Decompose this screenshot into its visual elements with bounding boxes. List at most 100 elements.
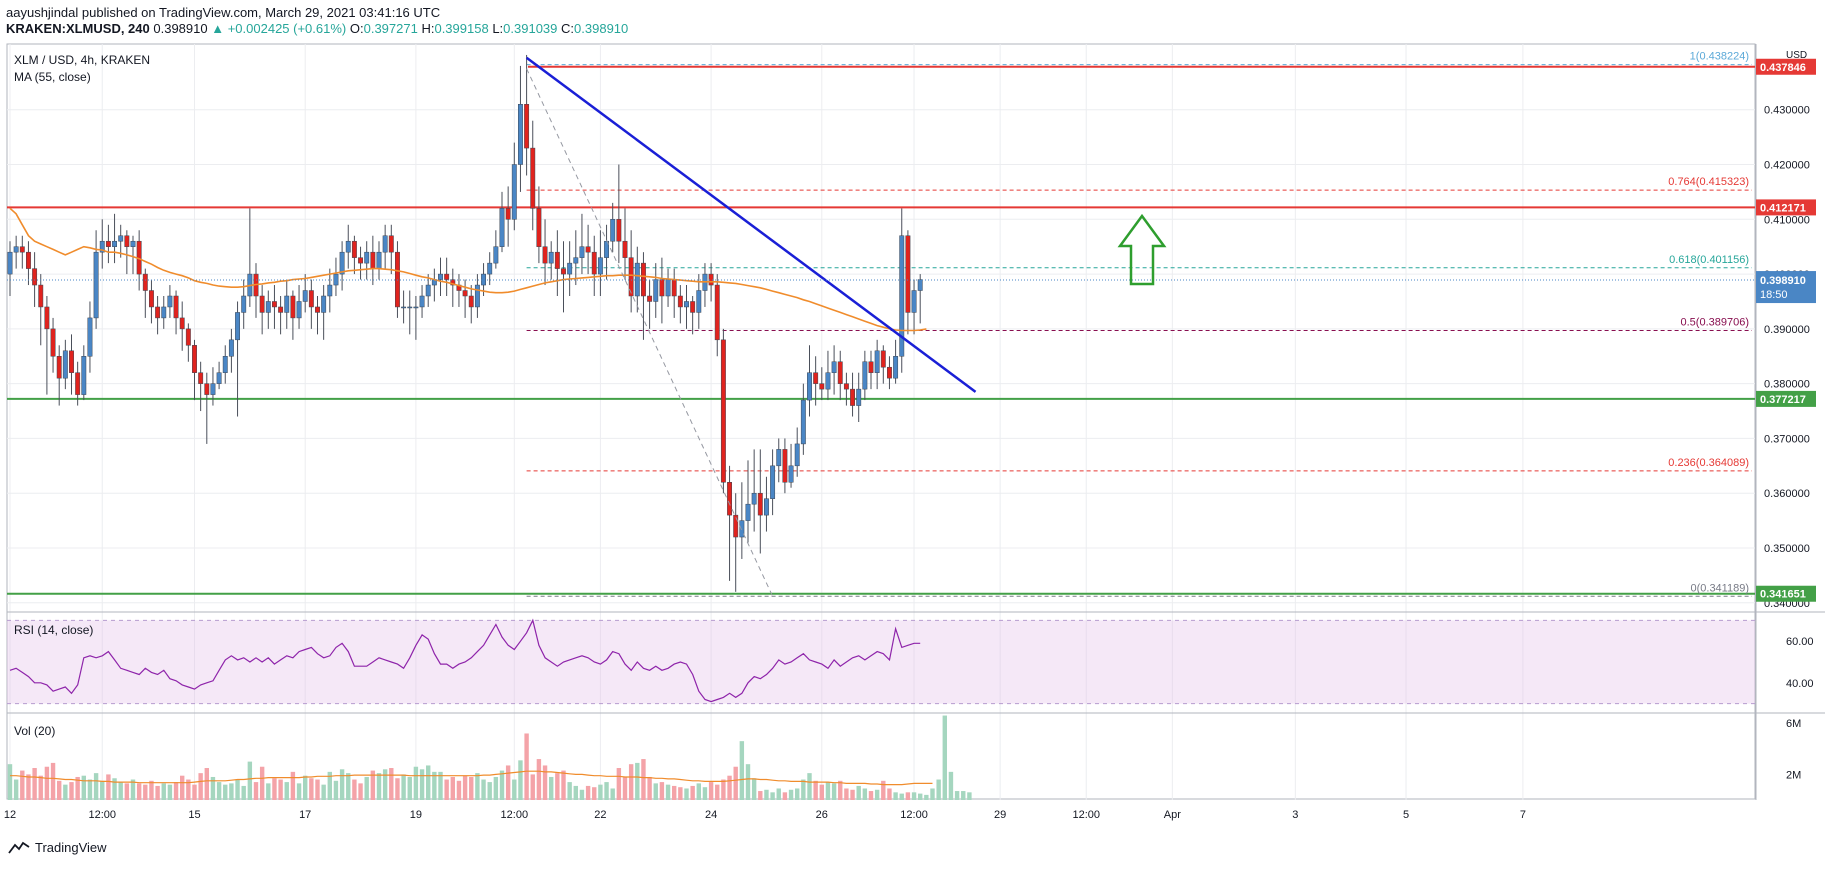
candle-body[interactable] bbox=[259, 295, 265, 313]
candle-body[interactable] bbox=[622, 240, 628, 258]
candle-body[interactable] bbox=[776, 449, 782, 467]
candle-body[interactable] bbox=[788, 465, 794, 483]
candle-body[interactable] bbox=[364, 251, 370, 264]
candle-body[interactable] bbox=[739, 520, 745, 538]
candle-body[interactable] bbox=[677, 295, 683, 308]
candle-body[interactable] bbox=[185, 328, 191, 346]
candle-body[interactable] bbox=[567, 262, 573, 275]
candle-body[interactable] bbox=[370, 251, 376, 269]
candle-body[interactable] bbox=[825, 372, 831, 390]
candle-body[interactable] bbox=[782, 449, 788, 483]
candle-body[interactable] bbox=[192, 345, 197, 373]
candle-body[interactable] bbox=[302, 290, 308, 302]
candle-body[interactable] bbox=[407, 306, 413, 309]
candle-body[interactable] bbox=[714, 284, 720, 341]
candle-body[interactable] bbox=[696, 290, 702, 313]
candle-body[interactable] bbox=[474, 284, 480, 308]
candle-body[interactable] bbox=[87, 317, 93, 357]
candle-body[interactable] bbox=[425, 284, 431, 297]
candle-body[interactable] bbox=[81, 356, 87, 395]
candle-body[interactable] bbox=[62, 350, 68, 379]
candle-body[interactable] bbox=[899, 235, 905, 357]
candle-body[interactable] bbox=[56, 356, 62, 379]
candle-body[interactable] bbox=[862, 361, 868, 390]
candle-body[interactable] bbox=[542, 246, 548, 264]
candle-body[interactable] bbox=[505, 208, 511, 220]
candle-body[interactable] bbox=[155, 306, 161, 319]
candle-body[interactable] bbox=[548, 251, 554, 264]
candle-body[interactable] bbox=[597, 257, 603, 275]
candle-body[interactable] bbox=[813, 372, 819, 384]
candle-body[interactable] bbox=[438, 273, 443, 280]
candle-body[interactable] bbox=[554, 251, 560, 269]
candle-body[interactable] bbox=[653, 279, 659, 302]
candle-body[interactable] bbox=[167, 295, 173, 308]
candle-body[interactable] bbox=[222, 356, 228, 373]
horizontal-levels[interactable] bbox=[7, 65, 1755, 595]
candle-body[interactable] bbox=[278, 306, 284, 313]
candle-body[interactable] bbox=[179, 317, 185, 330]
candle-body[interactable] bbox=[671, 279, 677, 297]
candle-body[interactable] bbox=[161, 306, 167, 319]
candle-body[interactable] bbox=[616, 219, 622, 242]
candle-body[interactable] bbox=[770, 465, 776, 499]
candle-body[interactable] bbox=[573, 257, 579, 264]
candle-body[interactable] bbox=[50, 328, 56, 357]
candle-body[interactable] bbox=[13, 246, 19, 253]
candle-body[interactable] bbox=[745, 503, 751, 521]
candle-body[interactable] bbox=[733, 514, 739, 538]
candle-body[interactable] bbox=[585, 246, 591, 253]
candle-body[interactable] bbox=[800, 399, 806, 445]
candle-body[interactable] bbox=[444, 273, 450, 280]
candle-body[interactable] bbox=[887, 366, 892, 379]
candle-body[interactable] bbox=[327, 284, 333, 297]
candle-body[interactable] bbox=[524, 104, 530, 149]
candle-body[interactable] bbox=[413, 306, 419, 309]
candle-body[interactable] bbox=[751, 492, 757, 505]
candle-body[interactable] bbox=[868, 361, 874, 373]
candle-body[interactable] bbox=[911, 290, 917, 313]
candle-body[interactable] bbox=[265, 301, 271, 313]
candle-body[interactable] bbox=[290, 295, 296, 319]
candle-body[interactable] bbox=[75, 372, 81, 395]
candle-body[interactable] bbox=[856, 388, 862, 406]
author-name[interactable]: aayushjindal bbox=[6, 5, 79, 20]
candle-body[interactable] bbox=[210, 383, 216, 395]
candle-body[interactable] bbox=[315, 306, 320, 313]
candle-body[interactable] bbox=[579, 246, 585, 258]
candle-body[interactable] bbox=[216, 372, 222, 384]
candle-body[interactable] bbox=[665, 279, 671, 297]
candle-body[interactable] bbox=[764, 498, 769, 516]
candle-body[interactable] bbox=[130, 240, 136, 247]
candle-body[interactable] bbox=[382, 235, 388, 253]
candle-body[interactable] bbox=[124, 235, 130, 247]
candle-body[interactable] bbox=[345, 240, 351, 253]
candle-body[interactable] bbox=[905, 235, 911, 313]
candle-body[interactable] bbox=[69, 350, 74, 373]
candle-body[interactable] bbox=[794, 443, 800, 467]
candle-body[interactable] bbox=[874, 350, 880, 373]
candle-body[interactable] bbox=[32, 268, 38, 286]
fibonacci-levels[interactable]: 1(0.438224) 0.764(0.415323) 0.618(0.401156… bbox=[526, 51, 1752, 597]
candle-body[interactable] bbox=[105, 240, 111, 247]
candle-body[interactable] bbox=[333, 273, 339, 286]
candle-body[interactable] bbox=[321, 295, 327, 313]
candle-body[interactable] bbox=[112, 240, 117, 247]
candle-body[interactable] bbox=[296, 301, 302, 319]
candle-body[interactable] bbox=[893, 356, 899, 379]
candle-body[interactable] bbox=[19, 246, 25, 253]
candle-body[interactable] bbox=[690, 301, 696, 313]
candle-body[interactable] bbox=[628, 257, 634, 297]
candle-body[interactable] bbox=[481, 273, 487, 286]
candle-body[interactable] bbox=[757, 492, 763, 516]
candle-body[interactable] bbox=[659, 279, 665, 297]
candle-body[interactable] bbox=[807, 372, 812, 401]
candle-body[interactable] bbox=[536, 208, 542, 247]
candle-body[interactable] bbox=[831, 361, 837, 373]
candle-body[interactable] bbox=[499, 208, 505, 247]
candle-body[interactable] bbox=[118, 235, 124, 242]
candle-body[interactable] bbox=[358, 257, 364, 264]
candle-body[interactable] bbox=[518, 104, 523, 165]
candle-body[interactable] bbox=[7, 251, 13, 275]
candle-body[interactable] bbox=[26, 251, 31, 269]
